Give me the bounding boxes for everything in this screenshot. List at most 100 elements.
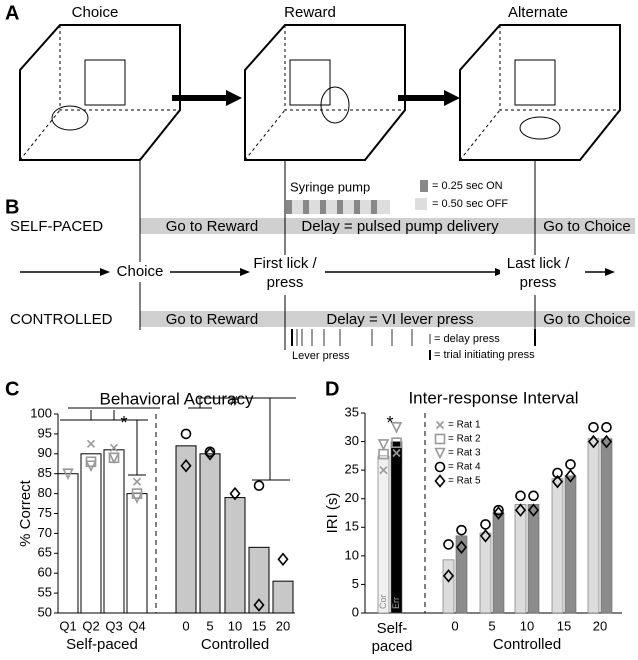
group-label: paced	[372, 638, 413, 655]
arrowhead	[605, 268, 615, 276]
marker	[131, 492, 143, 504]
legend-label: = Rat 3	[448, 448, 481, 459]
group-label: Self-paced	[66, 636, 138, 653]
marker	[564, 469, 577, 483]
row-label: SELF-PACED	[10, 218, 103, 235]
y-axis-label: % Correct	[17, 479, 34, 547]
y-tick-label: 5	[352, 576, 359, 591]
annotation: #	[230, 393, 238, 409]
marker	[456, 524, 467, 536]
bar	[479, 532, 492, 614]
stage: Reward	[284, 4, 336, 21]
wall	[514, 59, 556, 106]
legend-marker	[434, 433, 446, 445]
marker	[253, 598, 265, 612]
marker	[480, 519, 491, 530]
marker	[109, 443, 119, 452]
bar	[492, 512, 505, 614]
edge	[19, 25, 180, 161]
marker	[600, 434, 613, 449]
bar	[551, 478, 564, 614]
y-tick-label: 90	[38, 445, 52, 460]
bar	[57, 473, 79, 614]
y-tick-label: 15	[345, 519, 359, 534]
x-tick-label: 15	[557, 618, 571, 633]
x-tick-label: 5	[488, 618, 495, 633]
chart-title: Inter-response Interval	[408, 388, 578, 407]
marker	[377, 439, 390, 451]
legend-label: = Rat 1	[448, 420, 481, 431]
y-tick-label: 100	[30, 405, 52, 420]
pump-pattern	[286, 180, 428, 214]
bar	[527, 504, 540, 614]
panel-b: B Syringe pump = 0.25 sec ON = 0.50 sec …	[5, 158, 635, 362]
row-label: CONTROLLED	[10, 311, 113, 328]
marker	[253, 480, 265, 491]
bar	[564, 475, 577, 614]
y-axis-label: IRI (s)	[324, 493, 341, 534]
event: Choice	[117, 263, 164, 280]
chamber	[19, 24, 181, 161]
rat	[519, 116, 561, 140]
marker	[132, 477, 142, 486]
marker	[442, 569, 455, 583]
chamber	[459, 24, 621, 161]
y-tick-label: 0	[352, 604, 359, 619]
marker	[455, 540, 468, 555]
marker	[551, 474, 564, 489]
node-bg	[110, 262, 170, 282]
segment: Delay = pulsed pump delivery	[301, 218, 499, 235]
x-tick-label: 20	[593, 618, 607, 633]
panel-letter: A	[5, 2, 19, 24]
x-tick-label: Q4	[128, 618, 145, 633]
marker	[515, 490, 526, 502]
legend-label: = Rat 2	[448, 434, 481, 445]
rat	[320, 86, 350, 124]
y-tick-label: 30	[345, 433, 359, 448]
marker	[180, 458, 192, 473]
label: = 0.50 sec OFF	[432, 198, 508, 210]
edge	[459, 25, 620, 161]
x-tick-label: 10	[228, 618, 242, 633]
y-tick-label: 55	[38, 585, 52, 600]
label: Syringe pump	[290, 179, 370, 194]
marker	[229, 486, 241, 501]
bar	[224, 497, 246, 614]
event: press	[267, 274, 304, 291]
marker	[180, 428, 192, 440]
bar	[80, 453, 102, 614]
bar	[455, 535, 468, 614]
marker	[391, 437, 402, 449]
timeline-bar	[140, 311, 635, 327]
y-tick-label: 35	[345, 404, 359, 419]
x-tick-label: 10	[520, 618, 534, 633]
marker	[204, 447, 216, 461]
marker	[443, 539, 454, 550]
bar-label: Cor	[378, 594, 388, 609]
segment: Go to Choice	[543, 218, 631, 235]
x-tick-label: 20	[276, 618, 290, 633]
bar	[600, 438, 613, 614]
bar	[103, 449, 125, 614]
bar	[248, 546, 270, 614]
bar	[587, 438, 600, 614]
legend-marker	[434, 447, 446, 460]
legend-marker	[434, 461, 446, 473]
group-label: Controlled	[201, 636, 269, 653]
marker	[601, 421, 612, 433]
y-tick-label: 75	[38, 505, 52, 520]
group-label: Controlled	[493, 636, 561, 653]
segment: Go to Reward	[166, 311, 259, 328]
marker	[552, 467, 563, 479]
stage: Choice	[72, 4, 119, 21]
segment: Delay = VI lever press	[326, 311, 473, 328]
node-bg	[500, 255, 580, 295]
annotation: *	[120, 413, 127, 433]
marker	[565, 459, 576, 470]
bar	[272, 580, 294, 614]
bar	[514, 504, 527, 614]
event: Last lick /	[507, 255, 570, 272]
marker	[527, 503, 540, 517]
